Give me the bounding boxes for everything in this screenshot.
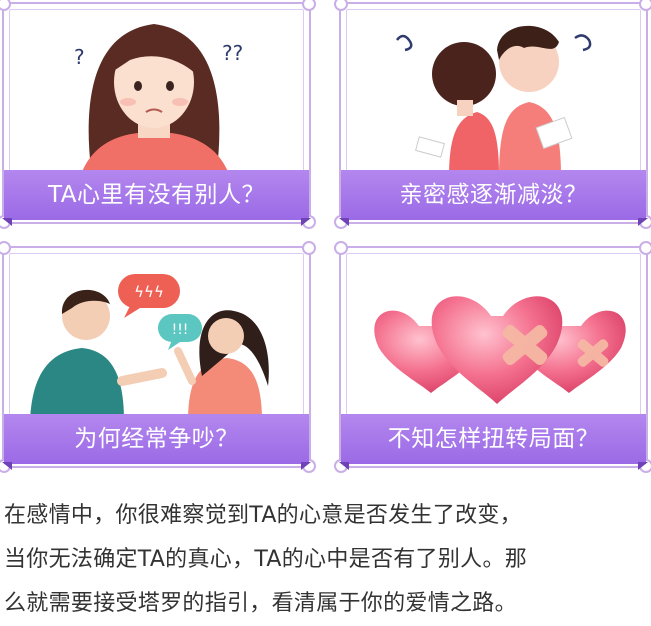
description-line: 么就需要接受塔罗的指引，看清属于你的爱情之路。 bbox=[4, 591, 517, 616]
corner-ornament bbox=[0, 241, 11, 255]
description-line: 在感情中，你很难察觉到TA的心意是否发生了改变， bbox=[4, 503, 522, 528]
corner-ornament bbox=[639, 0, 651, 11]
arguing-couple-illustration: ϟϟϟ !!! bbox=[12, 256, 301, 416]
question-mark: ? bbox=[74, 45, 85, 69]
corner-ornament bbox=[334, 241, 348, 255]
card-banner: 为何经常争吵？ bbox=[4, 414, 309, 464]
question-marks: ?? bbox=[222, 41, 243, 65]
couple-back-to-back-illustration bbox=[349, 12, 638, 172]
card-label: 不知怎样扭转局面？ bbox=[387, 426, 600, 452]
card-arguing[interactable]: ϟϟϟ !!! 为何经常争吵？ bbox=[0, 241, 316, 473]
card-label: 为何经常争吵？ bbox=[74, 426, 239, 452]
ribbon-fold bbox=[638, 218, 648, 226]
card-banner: TA心里有没有别人？ bbox=[4, 170, 309, 220]
corner-ornament bbox=[302, 241, 316, 255]
bandage-icon bbox=[502, 324, 609, 367]
bubble-text: ϟϟϟ bbox=[134, 283, 164, 301]
card-banner: 不知怎样扭转局面？ bbox=[341, 414, 646, 464]
description-paragraph: 在感情中，你很难察觉到TA的心意是否发生了改变， 当你无法确定TA的真心，TA的… bbox=[4, 494, 649, 626]
speech-bubble-icon bbox=[118, 274, 180, 308]
squiggle-icon bbox=[396, 34, 413, 52]
corner-ornament bbox=[334, 0, 348, 11]
description-line: 当你无法确定TA的真心，TA的心中是否有了别人。那 bbox=[4, 547, 528, 572]
card-banner: 亲密感逐渐减淡？ bbox=[341, 170, 646, 220]
speech-bubble-icon bbox=[158, 314, 202, 342]
corner-ornament bbox=[639, 241, 651, 255]
ribbon-fold bbox=[2, 462, 12, 470]
heart-icon bbox=[431, 296, 563, 404]
card-intimacy[interactable]: 亲密感逐渐减淡？ bbox=[334, 0, 651, 229]
ribbon-fold bbox=[339, 462, 349, 470]
squiggle-icon bbox=[574, 34, 592, 52]
bubble-text: !!! bbox=[172, 322, 189, 338]
ribbon-fold bbox=[339, 218, 349, 226]
card-jealousy[interactable]: ? ?? TA心里有没有别人？ bbox=[0, 0, 316, 229]
card-label: 亲密感逐渐减淡？ bbox=[399, 182, 588, 208]
corner-ornament bbox=[0, 0, 11, 11]
ribbon-fold bbox=[2, 218, 12, 226]
ribbon-fold bbox=[301, 218, 311, 226]
ribbon-fold bbox=[301, 462, 311, 470]
corner-ornament bbox=[302, 0, 316, 11]
confused-woman-illustration: ? ?? bbox=[12, 12, 301, 172]
card-turnaround[interactable]: 不知怎样扭转局面？ bbox=[334, 241, 651, 473]
ribbon-fold bbox=[638, 462, 648, 470]
card-label: TA心里有没有别人？ bbox=[48, 182, 265, 208]
bandaged-hearts-illustration bbox=[349, 256, 638, 416]
